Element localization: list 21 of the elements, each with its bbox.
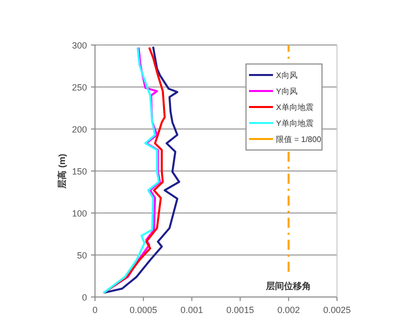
line-series [102,46,180,294]
x-tick-label: 0.0005 [130,305,158,315]
y-tick-label: 0 [82,292,87,302]
y-tick-label: 250 [72,82,87,92]
x-tick-label: 0.002 [277,305,300,315]
x-tick-label: 0 [92,305,98,315]
y-tick-label: 50 [76,250,87,260]
x-tick-label: 0.0025 [323,305,351,315]
legend-label: X单向地震 [276,103,314,112]
legend-label: Y向风 [276,87,298,96]
y-tick-label: 300 [72,40,87,50]
legend-label: X向风 [276,71,298,80]
y-tick-label: 200 [72,124,87,134]
legend-label: 限值 = 1/800 [276,135,322,144]
y-tick-label: 100 [72,208,87,218]
y-tick-label: 150 [72,166,87,176]
x-tick-label: 0.001 [180,305,204,315]
y-axis-title: 层高 (m) [57,154,67,190]
annotation: 层间位移角 [265,281,312,291]
legend-label: Y单向地震 [276,119,314,128]
x-tick-label: 0.0015 [226,305,254,315]
